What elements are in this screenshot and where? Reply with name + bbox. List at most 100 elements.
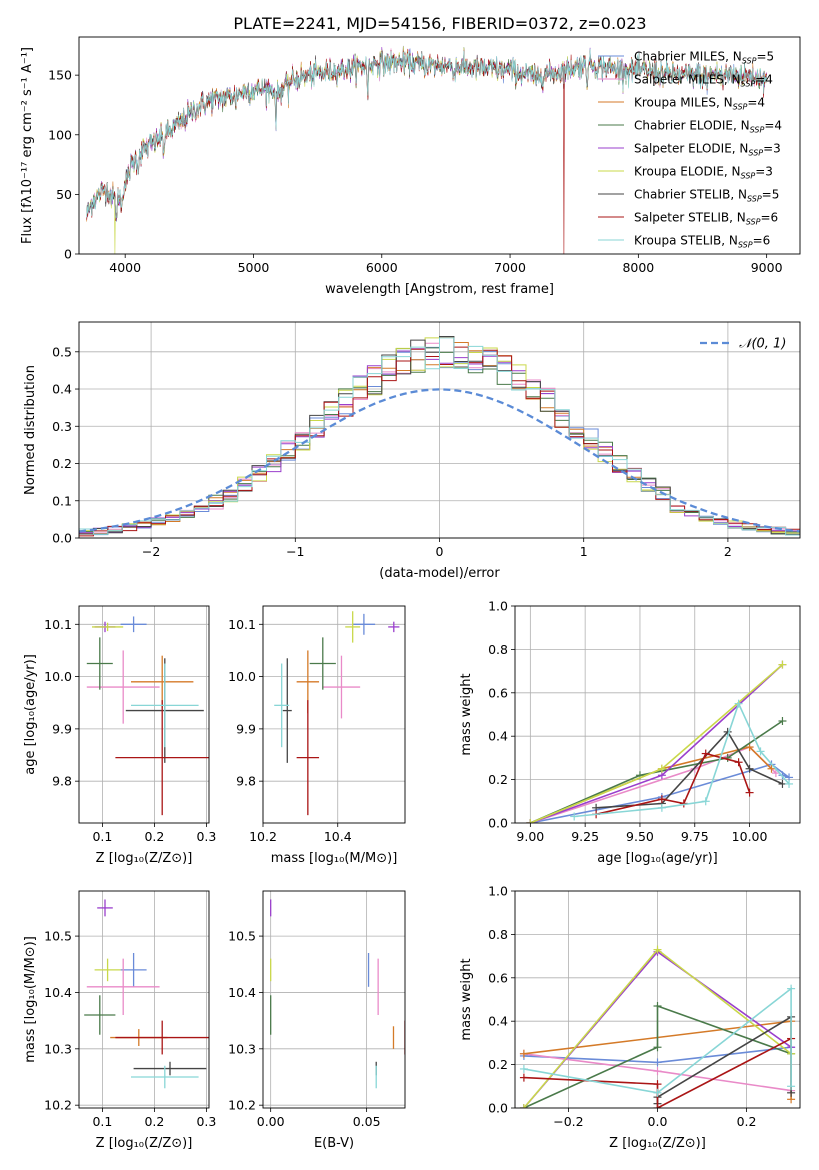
mass_vs_Z-ytick-label: 10.4 — [44, 985, 72, 1000]
weight_vs_Z-marker-chab_elodie — [653, 1043, 662, 1052]
legend-label-salp_elodie: Salpeter ELODIE, NSSP=3 — [634, 142, 781, 158]
mass_vs_Z-ylabel: mass [log₁₀(M/M⊙)] — [23, 936, 38, 1063]
mass_vs_ebv-ytick-label: 10.5 — [228, 929, 256, 944]
weight_vs_age-marker-salp_stelib — [657, 795, 666, 804]
mass_vs_Z-point-salp_miles — [86, 958, 160, 1015]
mass_vs_ebv-grid — [263, 891, 405, 1108]
age_vs_Z-plot-area — [86, 616, 209, 816]
mass_vs_ebv-axes: 0.00 0.05 10.2 10.3 10.4 10.5 E(B-V) — [228, 891, 405, 1151]
weight_vs_age-xlabel: age [log₁₀(age/yr)] — [597, 851, 718, 866]
weight_vs_age-marker-krou_miles — [767, 764, 776, 773]
age_vs_mass-xtick-label: 10.2 — [249, 829, 277, 844]
weight_vs_age-line-salp_elodie — [530, 664, 784, 823]
legend-label-chab_stelib: Chabrier STELIB, NSSP=5 — [634, 188, 779, 204]
weight_vs_age-marker-krou_stelib — [657, 803, 666, 812]
residuals-ytick-label: 0.3 — [52, 419, 72, 434]
gaussian-legend-label: 𝒩(0, 1) — [739, 337, 786, 352]
age_vs_Z-point-chab_miles — [120, 616, 147, 633]
weight_vs_Z-marker-chab_miles — [653, 1058, 662, 1067]
residuals-xtick-label: −1 — [286, 544, 304, 559]
weight_vs_Z-marker-salp_miles — [653, 1067, 662, 1076]
spectrum-ytick-label: 150 — [48, 68, 72, 83]
spectrum-ytick-label: 0 — [64, 247, 72, 262]
weight_vs_Z-marker-krou_stelib — [519, 1064, 528, 1073]
weight_vs_Z-line-chab_elodie — [523, 1004, 792, 1108]
age_vs_mass-ytick-label: 10.0 — [228, 669, 256, 684]
age_vs_mass-point-chab_stelib — [282, 658, 292, 763]
weight_vs_Z-xlabel: Z [log₁₀(Z/Z⊙)] — [609, 1136, 706, 1151]
weight_vs_Z-marker-krou_stelib — [787, 984, 796, 993]
weight_vs_age-marker-krou_elodie — [778, 660, 787, 669]
age_vs_Z-axes: 0.1 0.2 0.3 9.8 9.9 10.0 10.1 Z [log₁₀(Z/Z⊙)] ag… — [23, 606, 216, 866]
weight_vs_age-marker-krou_stelib — [701, 797, 710, 806]
age_vs_mass-axes: 10.2 10.4 9.8 9.9 10.0 10.1 mass [log₁₀(M/M⊙)] — [228, 606, 405, 866]
spectrum-xlabel: wavelength [Angstrom, rest frame] — [325, 282, 554, 297]
mass_vs_Z-point-krou_stelib — [131, 1065, 199, 1089]
age_vs_mass-point-chab_elodie — [309, 637, 336, 690]
mass_vs_Z-xtick-label: 0.2 — [144, 1114, 164, 1129]
age_vs_mass-point-chab_miles — [352, 613, 376, 635]
age_vs_mass-xlabel: mass [log₁₀(M/M⊙)] — [271, 851, 398, 866]
weight_vs_Z-marker-krou_stelib — [787, 1082, 796, 1091]
age_vs_mass-frame — [262, 605, 406, 824]
mass_vs_Z-ytick-label: 10.3 — [44, 1041, 72, 1056]
weight_vs_age-line-krou_stelib — [574, 701, 790, 818]
age_vs_Z-point-salp_miles — [86, 650, 160, 724]
figure-title: PLATE=2241, MJD=54156, FIBERID=0372, z=0… — [233, 14, 646, 33]
age_vs_Z-point-chab_elodie — [86, 637, 113, 690]
weight_vs_Z-ytick-label: 0.2 — [488, 1057, 508, 1072]
residuals-xtick-label: 0 — [436, 544, 444, 559]
age_vs_mass-point-salp_elodie — [388, 621, 400, 633]
weight_vs_age-marker-salp_stelib — [701, 749, 710, 758]
mass_vs_Z-xlabel: Z [log₁₀(Z/Z⊙)] — [96, 1136, 193, 1151]
weight_vs_age-marker-krou_elodie — [526, 819, 535, 823]
weight_vs_age-line-salp_stelib — [595, 752, 751, 816]
mass_vs_Z-ytick-label: 10.2 — [44, 1098, 72, 1113]
mass_vs_ebv-xtick-label: 0.05 — [353, 1114, 381, 1129]
weight_vs_age-xtick-label: 10.00 — [732, 829, 768, 844]
legend-label-chab_miles: Chabrier MILES, NSSP=5 — [634, 50, 774, 66]
legend-label-salp_stelib: Salpeter STELIB, NSSP=6 — [634, 211, 778, 227]
weight_vs_age-axes: 9.00 9.25 9.50 9.75 10.00 0.0 0.2 0.4 0.6 0.8 1.0 a… — [459, 599, 800, 866]
age_vs_Z-xtick-label: 0.2 — [144, 829, 164, 844]
weight_vs_age-marker-chab_stelib — [745, 764, 754, 773]
weight_vs_age-line-krou_elodie — [529, 663, 784, 823]
age_vs_Z-xlabel: Z [log₁₀(Z/Z⊙)] — [96, 851, 193, 866]
weight_vs_Z-marker-salp_stelib — [653, 1104, 662, 1108]
weight_vs_age-xtick-label: 9.25 — [571, 829, 599, 844]
weight_vs_Z-ylabel: mass weight — [459, 958, 474, 1040]
mass_vs_Z-ytick-label: 10.5 — [44, 929, 72, 944]
weight_vs_Z-marker-krou_elodie — [653, 945, 662, 954]
age_vs_Z-point-salp_stelib — [115, 700, 209, 816]
weight_vs_age-ytick-label: 0.4 — [488, 729, 508, 744]
age_vs_Z-grid — [79, 606, 209, 823]
legend-label-krou_stelib: Kroupa STELIB, NSSP=6 — [634, 234, 770, 250]
residuals-legend: 𝒩(0, 1) — [700, 337, 786, 352]
age_vs_mass-plot-area — [274, 611, 400, 816]
weight_vs_age-xtick-label: 9.00 — [516, 829, 544, 844]
age_vs_mass-point-krou_stelib — [274, 663, 290, 748]
weight_vs_Z-xtick-label: 0.2 — [737, 1114, 757, 1129]
weight_vs_Z-ytick-label: 1.0 — [488, 884, 508, 899]
weight_vs_age-ylabel: mass weight — [459, 673, 474, 755]
weight_vs_Z-marker-salp_stelib — [519, 1073, 528, 1082]
mass_vs_ebv-plot-area — [270, 899, 405, 1089]
weight_vs_age-grid — [515, 605, 800, 824]
age_vs_Z-frame — [78, 605, 210, 824]
age_vs_mass-xtick-label: 10.4 — [324, 829, 352, 844]
weight_vs_Z-marker-krou_miles — [519, 1049, 528, 1058]
weight_vs_age-marker-krou_stelib — [756, 747, 765, 756]
spectrum-plot-area — [86, 45, 767, 254]
weight_vs_age-ytick-label: 0.8 — [488, 642, 508, 657]
weight_vs_age-xtick-label: 9.75 — [681, 829, 709, 844]
residuals-ylabel: Normed distribution — [23, 365, 38, 495]
age_vs_Z-point-krou_stelib — [131, 663, 199, 748]
residuals-xtick-label: 1 — [580, 544, 588, 559]
age_vs_Z-point-krou_elodie — [92, 622, 124, 632]
weight_vs_Z-xtick-label: −0.2 — [553, 1114, 583, 1129]
weight_vs_age-xtick-label: 9.50 — [626, 829, 654, 844]
age_vs_Z-ytick-label: 9.9 — [52, 721, 72, 736]
mass_vs_Z-point-salp_elodie — [97, 899, 113, 917]
mass_vs_ebv-xlabel: E(B-V) — [314, 1136, 354, 1151]
